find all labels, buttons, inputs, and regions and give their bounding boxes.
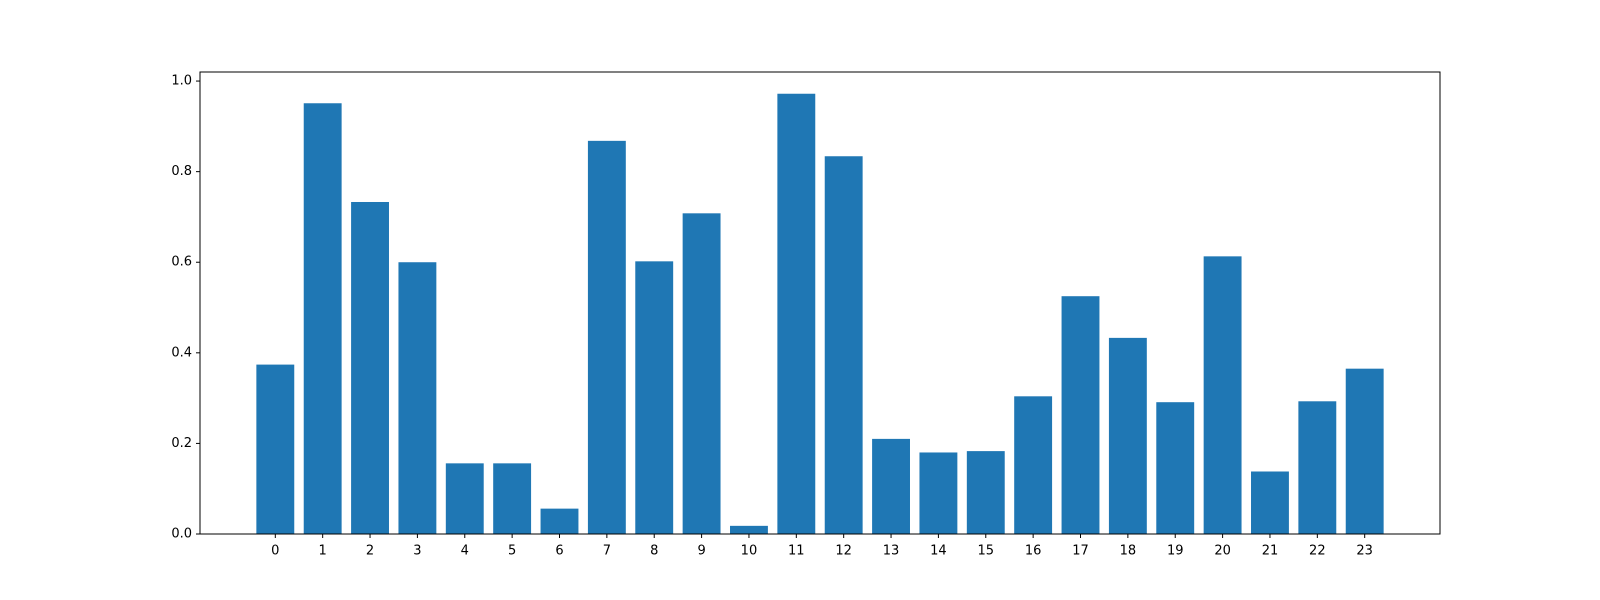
bar xyxy=(445,463,484,534)
y-tick-label: 0.0 xyxy=(171,527,192,542)
x-tick-label: 16 xyxy=(1025,544,1042,559)
x-tick-label: 11 xyxy=(788,544,805,559)
x-tick-label: 3 xyxy=(413,544,421,559)
x-tick-label: 9 xyxy=(697,544,705,559)
y-tick-label: 0.8 xyxy=(171,164,192,179)
x-tick-label: 23 xyxy=(1356,544,1373,559)
x-tick-label: 0 xyxy=(271,544,279,559)
bar xyxy=(1014,396,1053,534)
x-tick-label: 15 xyxy=(978,544,995,559)
x-tick-label: 19 xyxy=(1167,544,1184,559)
bar xyxy=(1345,368,1384,534)
y-tick-label: 0.2 xyxy=(171,436,192,451)
bar xyxy=(256,364,295,534)
bar xyxy=(872,438,910,534)
bar xyxy=(1061,296,1100,534)
bar xyxy=(1156,402,1195,534)
bar xyxy=(919,452,958,534)
x-tick-label: 5 xyxy=(508,544,516,559)
x-tick-label: 8 xyxy=(650,544,658,559)
bar xyxy=(1203,256,1242,534)
bar xyxy=(493,463,532,534)
x-tick-label: 14 xyxy=(930,544,947,559)
x-tick-label: 10 xyxy=(741,544,758,559)
bar xyxy=(966,451,1005,534)
y-tick-label: 0.4 xyxy=(171,345,192,360)
bar xyxy=(398,262,437,534)
bar xyxy=(824,156,863,534)
x-tick-label: 22 xyxy=(1309,544,1326,559)
bar xyxy=(351,201,389,534)
bar xyxy=(682,213,721,535)
x-tick-label: 12 xyxy=(835,544,852,559)
plot-frame xyxy=(199,71,1441,535)
x-tick-label: 20 xyxy=(1214,544,1231,559)
x-tick-label: 13 xyxy=(883,544,900,559)
x-tick-label: 17 xyxy=(1072,544,1089,559)
bar xyxy=(587,140,626,535)
x-tick-label: 4 xyxy=(461,544,469,559)
bar xyxy=(635,261,674,534)
bar xyxy=(540,508,579,534)
bar xyxy=(1108,337,1147,534)
bar xyxy=(777,93,816,534)
bar xyxy=(1298,401,1337,534)
x-tick-label: 21 xyxy=(1262,544,1279,559)
x-tick-label: 2 xyxy=(366,544,374,559)
x-tick-label: 18 xyxy=(1120,544,1137,559)
x-tick-label: 1 xyxy=(319,544,327,559)
x-tick-label: 7 xyxy=(603,544,611,559)
y-tick-label: 1.0 xyxy=(171,74,192,89)
x-tick-label: 6 xyxy=(555,544,563,559)
y-tick-label: 0.6 xyxy=(171,255,192,270)
bar xyxy=(1251,471,1289,534)
bar xyxy=(303,103,342,535)
bar xyxy=(730,525,768,534)
